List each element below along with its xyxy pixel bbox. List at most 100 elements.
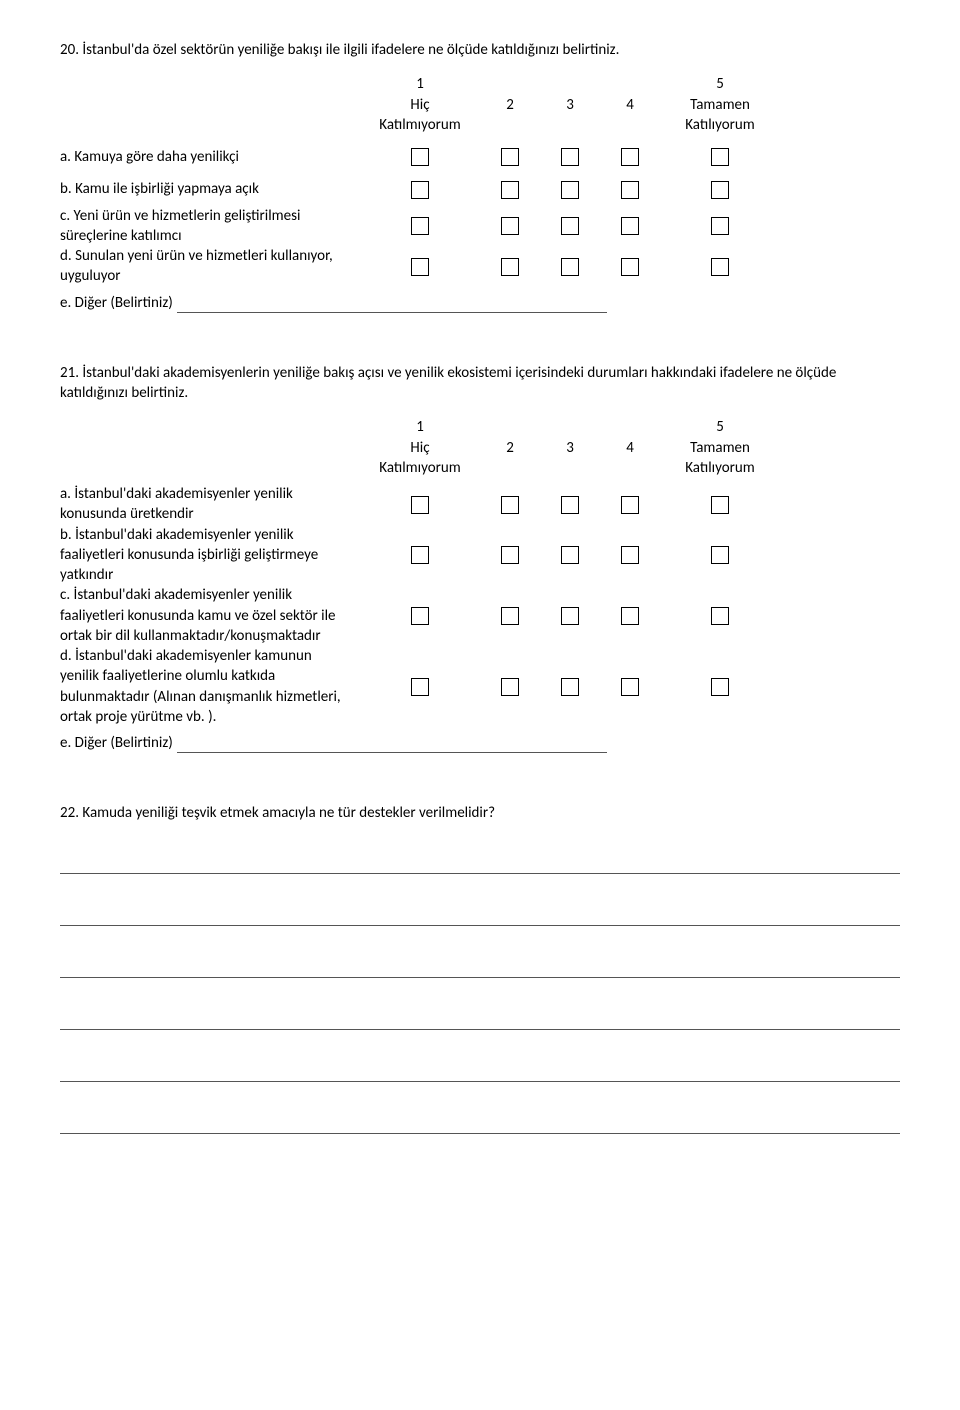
q20-scale-1-sub: Katılmıyorum xyxy=(360,115,480,135)
q20-b-1-checkbox[interactable] xyxy=(411,181,429,199)
q20-scale-4: 4 xyxy=(600,95,660,115)
q21-d-2-checkbox[interactable] xyxy=(501,678,519,696)
q21-scale-3: 3 xyxy=(540,438,600,458)
q20-other-prefix: e. xyxy=(60,294,71,312)
q22-line-5[interactable] xyxy=(60,1052,900,1082)
q20-number: 20. xyxy=(60,41,79,59)
q21-row-d-prefix: d. xyxy=(60,647,72,665)
q20-d-5-checkbox[interactable] xyxy=(711,258,729,276)
q20-scale-2: 2 xyxy=(480,95,540,115)
q21-other-input-line[interactable] xyxy=(177,752,607,753)
q20-scale-5: 5 Tamamen Katılıyorum xyxy=(660,74,780,135)
q20-d-1-checkbox[interactable] xyxy=(411,258,429,276)
q20-b-5-checkbox[interactable] xyxy=(711,181,729,199)
q21-other-row: e. Diğer (Belirtiniz) xyxy=(60,727,780,753)
q21-c-2-checkbox[interactable] xyxy=(501,607,519,625)
q21-row-b-text: İstanbul'daki akademisyenler yenilik faa… xyxy=(60,526,318,585)
q20-row-c-prefix: c. xyxy=(60,207,70,225)
q20-row-d-label: d. Sunulan yeni ürün ve hizmetleri kulla… xyxy=(60,246,360,287)
q20-d-4-checkbox[interactable] xyxy=(621,258,639,276)
q21-scale-2: 2 xyxy=(480,438,540,458)
q20-other-row: e. Diğer (Belirtiniz) xyxy=(60,287,780,313)
q22-number: 22. xyxy=(60,804,79,822)
q21-scale-5-sub: Katılıyorum xyxy=(660,458,780,478)
q22-text: Kamuda yeniliği teşvik etmek amacıyla ne… xyxy=(82,804,495,822)
q21-row-b-label: b. İstanbul'daki akademisyenler yenilik … xyxy=(60,525,360,586)
q20-row-c-label: c. Yeni ürün ve hizmetlerin geliştirilme… xyxy=(60,206,360,247)
q21-row-a-text: İstanbul'daki akademisyenler yenilik kon… xyxy=(60,485,293,523)
q21-d-5-checkbox[interactable] xyxy=(711,678,729,696)
q22-line-4[interactable] xyxy=(60,1000,900,1030)
q20-a-3-checkbox[interactable] xyxy=(561,148,579,166)
q20-scale-1-num: 1 xyxy=(360,74,480,94)
q21-d-1-checkbox[interactable] xyxy=(411,678,429,696)
q20-scale-1-label: Hiç xyxy=(360,95,480,115)
q22-line-1[interactable] xyxy=(60,844,900,874)
q21-row-d-text: İstanbul'daki akademisyenler kamunun yen… xyxy=(60,647,341,726)
q21-b-1-checkbox[interactable] xyxy=(411,546,429,564)
q21-b-4-checkbox[interactable] xyxy=(621,546,639,564)
q21-b-5-checkbox[interactable] xyxy=(711,546,729,564)
q20-c-2-checkbox[interactable] xyxy=(501,217,519,235)
q20-c-5-checkbox[interactable] xyxy=(711,217,729,235)
q20-row-a-text: Kamuya göre daha yenilikçi xyxy=(74,148,239,166)
q21-c-4-checkbox[interactable] xyxy=(621,607,639,625)
q22-line-3[interactable] xyxy=(60,948,900,978)
q21-scale-1-label: Hiç xyxy=(360,438,480,458)
q20-c-3-checkbox[interactable] xyxy=(561,217,579,235)
q21-b-2-checkbox[interactable] xyxy=(501,546,519,564)
q21-d-4-checkbox[interactable] xyxy=(621,678,639,696)
q20-a-4-checkbox[interactable] xyxy=(621,148,639,166)
q21-grid: 1 Hiç Katılmıyorum 2 3 4 5 Tamamen Katıl… xyxy=(60,417,900,753)
q21-row-c-prefix: c. xyxy=(60,586,70,604)
q21-scale-1-sub: Katılmıyorum xyxy=(360,458,480,478)
q21-d-3-checkbox[interactable] xyxy=(561,678,579,696)
q20-other-label: Diğer (Belirtiniz) xyxy=(75,294,173,312)
q20-row-b-text: Kamu ile işbirliği yapmaya açık xyxy=(75,180,259,198)
q21-scale-5-num: 5 xyxy=(660,417,780,437)
question-22: 22. Kamuda yeniliği teşvik etmek amacıyl… xyxy=(60,803,900,1133)
q21-row-a-label: a. İstanbul'daki akademisyenler yenilik … xyxy=(60,484,360,525)
q21-a-5-checkbox[interactable] xyxy=(711,496,729,514)
q20-text: İstanbul'da özel sektörün yeniliğe bakış… xyxy=(82,41,619,59)
q20-c-1-checkbox[interactable] xyxy=(411,217,429,235)
q21-a-1-checkbox[interactable] xyxy=(411,496,429,514)
q20-b-4-checkbox[interactable] xyxy=(621,181,639,199)
q21-other-label: Diğer (Belirtiniz) xyxy=(75,734,173,752)
q20-row-d-text: Sunulan yeni ürün ve hizmetleri kullanıy… xyxy=(60,247,333,285)
q20-a-2-checkbox[interactable] xyxy=(501,148,519,166)
q21-scale-5: 5 Tamamen Katılıyorum xyxy=(660,417,780,478)
q21-row-d-label: d. İstanbul'daki akademisyenler kamunun … xyxy=(60,646,360,727)
q20-scale-5-sub: Katılıyorum xyxy=(660,115,780,135)
q20-row-c-text: Yeni ürün ve hizmetlerin geliştirilmesi … xyxy=(60,207,300,245)
q20-grid: 1 Hiç Katılmıyorum 2 3 4 5 Tamamen Katıl… xyxy=(60,74,900,313)
q21-row-c-label: c. İstanbul'daki akademisyenler yenilik … xyxy=(60,585,360,646)
q21-b-3-checkbox[interactable] xyxy=(561,546,579,564)
question-20-text: 20. İstanbul'da özel sektörün yeniliğe b… xyxy=(60,40,900,60)
q21-c-1-checkbox[interactable] xyxy=(411,607,429,625)
q20-row-a-label: a. Kamuya göre daha yenilikçi xyxy=(60,147,360,167)
q20-a-5-checkbox[interactable] xyxy=(711,148,729,166)
q20-b-3-checkbox[interactable] xyxy=(561,181,579,199)
q21-a-3-checkbox[interactable] xyxy=(561,496,579,514)
q21-c-5-checkbox[interactable] xyxy=(711,607,729,625)
q21-c-3-checkbox[interactable] xyxy=(561,607,579,625)
q21-a-4-checkbox[interactable] xyxy=(621,496,639,514)
q21-other-prefix: e. xyxy=(60,734,71,752)
q22-line-6[interactable] xyxy=(60,1104,900,1134)
q21-number: 21. xyxy=(60,364,79,382)
q20-c-4-checkbox[interactable] xyxy=(621,217,639,235)
q20-a-1-checkbox[interactable] xyxy=(411,148,429,166)
q22-line-2[interactable] xyxy=(60,896,900,926)
q20-b-2-checkbox[interactable] xyxy=(501,181,519,199)
q20-scale-5-num: 5 xyxy=(660,74,780,94)
q20-other-input-line[interactable] xyxy=(177,312,607,313)
q21-a-2-checkbox[interactable] xyxy=(501,496,519,514)
q21-scale-1: 1 Hiç Katılmıyorum xyxy=(360,417,480,478)
q20-row-b-prefix: b. xyxy=(60,180,72,198)
q20-d-3-checkbox[interactable] xyxy=(561,258,579,276)
q21-scale-5-label: Tamamen xyxy=(660,438,780,458)
q20-d-2-checkbox[interactable] xyxy=(501,258,519,276)
question-22-text: 22. Kamuda yeniliği teşvik etmek amacıyl… xyxy=(60,803,900,823)
q21-row-c-text: İstanbul'daki akademisyenler yenilik faa… xyxy=(60,586,336,645)
